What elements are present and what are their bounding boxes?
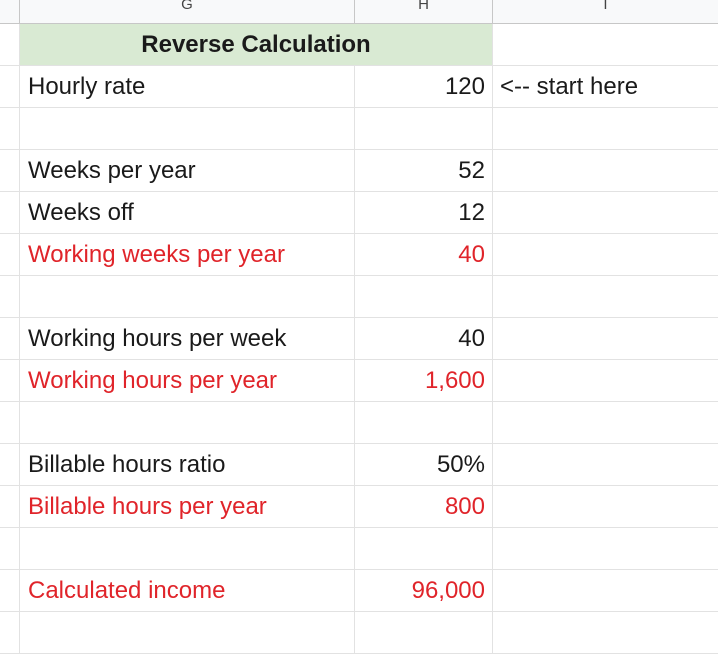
row-gutter	[0, 108, 20, 149]
table-row: Weeks off 12	[0, 192, 718, 234]
row-gutter	[0, 444, 20, 485]
table-row	[0, 528, 718, 570]
row-gutter	[0, 66, 20, 107]
row-gutter	[0, 570, 20, 611]
label-cell[interactable]: Working hours per year	[20, 360, 355, 401]
note-cell[interactable]	[493, 234, 718, 275]
table-row: Billable hours ratio 50%	[0, 444, 718, 486]
column-header-g-label: G	[181, 0, 193, 13]
value-cell[interactable]	[355, 612, 493, 653]
value-cell[interactable]: 52	[355, 150, 493, 191]
note-cell[interactable]	[493, 402, 718, 443]
label-cell[interactable]	[20, 108, 355, 149]
label-cell[interactable]: Weeks off	[20, 192, 355, 233]
label-cell[interactable]: Calculated income	[20, 570, 355, 611]
label-cell[interactable]: Billable hours per year	[20, 486, 355, 527]
label-cell[interactable]: Weeks per year	[20, 150, 355, 191]
row-gutter	[0, 528, 20, 569]
note-cell[interactable]: <-- start here	[500, 73, 639, 100]
value-cell[interactable]: 40	[355, 234, 493, 275]
label-cell[interactable]: Hourly rate	[20, 66, 355, 107]
table-row: Working hours per week 40	[0, 318, 718, 360]
title-cell[interactable]: Reverse Calculation	[20, 24, 493, 65]
note-cell[interactable]	[493, 486, 718, 527]
value-cell[interactable]: 96,000	[355, 570, 493, 611]
row-gutter	[0, 276, 20, 317]
row-gutter	[0, 360, 20, 401]
value-cell[interactable]	[355, 402, 493, 443]
row-gutter	[0, 24, 20, 65]
column-header-bar: G H I	[0, 0, 718, 24]
note-cell[interactable]	[493, 150, 718, 191]
table-row	[0, 108, 718, 150]
note-cell[interactable]	[493, 318, 718, 359]
table-row	[0, 402, 718, 444]
value-cell[interactable]	[355, 276, 493, 317]
table-row: Working weeks per year 40	[0, 234, 718, 276]
table-row	[0, 276, 718, 318]
note-cell[interactable]	[493, 444, 718, 485]
note-cell[interactable]	[493, 570, 718, 611]
label-cell[interactable]: Working hours per week	[20, 318, 355, 359]
note-cell[interactable]	[493, 612, 718, 653]
note-cell[interactable]	[493, 108, 718, 149]
label-cell[interactable]	[20, 528, 355, 569]
table-row: Hourly rate 120 <-- start here	[0, 66, 718, 108]
row-gutter	[0, 234, 20, 275]
table-row: Weeks per year 52	[0, 150, 718, 192]
value-cell[interactable]	[355, 108, 493, 149]
row-gutter	[0, 612, 20, 653]
table-row	[0, 612, 718, 654]
value-cell[interactable]: 1,600	[355, 360, 493, 401]
row-gutter	[0, 318, 20, 359]
table-row: Billable hours per year 800	[0, 486, 718, 528]
title-row: Reverse Calculation	[0, 24, 718, 66]
note-cell[interactable]	[493, 276, 718, 317]
row-gutter	[0, 150, 20, 191]
label-cell[interactable]	[20, 402, 355, 443]
note-cell[interactable]	[493, 360, 718, 401]
note-cell[interactable]	[493, 528, 718, 569]
row-gutter	[0, 192, 20, 233]
corner-cell	[0, 0, 20, 23]
label-cell[interactable]: Billable hours ratio	[20, 444, 355, 485]
row-gutter	[0, 402, 20, 443]
value-cell[interactable]: 50%	[355, 444, 493, 485]
value-cell[interactable]: 120	[355, 66, 493, 107]
value-cell[interactable]: 12	[355, 192, 493, 233]
column-header-i-label: I	[603, 0, 608, 13]
row-gutter	[0, 486, 20, 527]
label-cell[interactable]	[20, 612, 355, 653]
note-cell[interactable]	[493, 192, 718, 233]
column-header-g[interactable]: G	[20, 0, 355, 23]
column-header-h-label: H	[418, 0, 429, 13]
column-header-h[interactable]: H	[355, 0, 493, 23]
table-row: Working hours per year 1,600	[0, 360, 718, 402]
value-cell[interactable]	[355, 528, 493, 569]
spreadsheet-grid: Reverse Calculation Hourly rate 120 <-- st…	[0, 24, 718, 654]
cell-i-title[interactable]	[493, 24, 718, 65]
value-cell[interactable]: 800	[355, 486, 493, 527]
table-row: Calculated income 96,000	[0, 570, 718, 612]
column-header-i[interactable]: I	[493, 0, 718, 23]
label-cell[interactable]	[20, 276, 355, 317]
value-cell[interactable]: 40	[355, 318, 493, 359]
label-cell[interactable]: Working weeks per year	[20, 234, 355, 275]
